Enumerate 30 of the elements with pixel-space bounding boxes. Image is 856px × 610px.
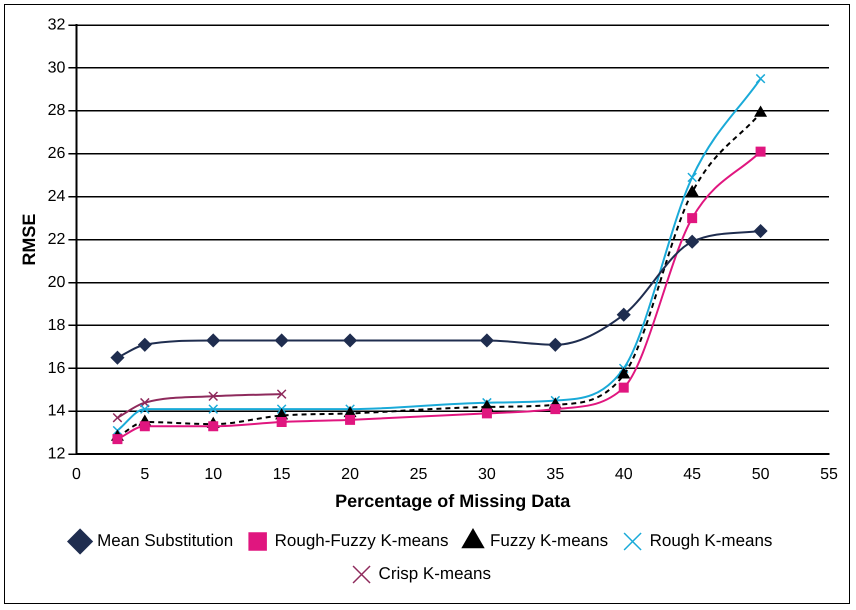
legend-label: Crisp K-means (378, 564, 491, 584)
y-tick-label: 20 (48, 274, 66, 291)
x-tick-label: 0 (72, 466, 81, 484)
legend-label: Rough K-means (650, 531, 772, 550)
x-tick-label: 50 (752, 466, 770, 484)
x-axis-title: Percentage of Missing Data (335, 491, 572, 512)
y-tick-label: 18 (48, 316, 66, 334)
y-tick-label: 22 (48, 231, 66, 248)
y-tick-label: 24 (48, 188, 66, 206)
y-tick-label: 28 (48, 102, 66, 120)
x-tick-label: 10 (204, 466, 222, 484)
y-tick-label: 30 (48, 59, 66, 76)
legend-label: Fuzzy K-means (490, 531, 608, 550)
y-tick-label: 26 (48, 145, 66, 162)
x-tick-label: 25 (410, 466, 428, 484)
y-axis-title: RMSE (18, 214, 39, 266)
x-tick-label: 15 (272, 466, 291, 484)
legend-label: Mean Substitution (97, 531, 234, 550)
legend-label: Rough-Fuzzy K-means (274, 531, 448, 550)
y-tick-label: 16 (48, 360, 66, 377)
y-tick-label: 12 (48, 446, 66, 463)
x-tick-label: 30 (478, 466, 496, 484)
x-tick-label: 45 (683, 466, 702, 484)
y-tick-label: 14 (48, 402, 66, 420)
x-tick-label: 55 (820, 466, 838, 484)
x-tick-label: 40 (614, 466, 633, 484)
y-tick-label: 32 (48, 16, 66, 34)
x-tick-label: 35 (546, 466, 564, 484)
x-tick-label: 5 (140, 466, 150, 484)
x-tick-label: 20 (341, 466, 360, 484)
